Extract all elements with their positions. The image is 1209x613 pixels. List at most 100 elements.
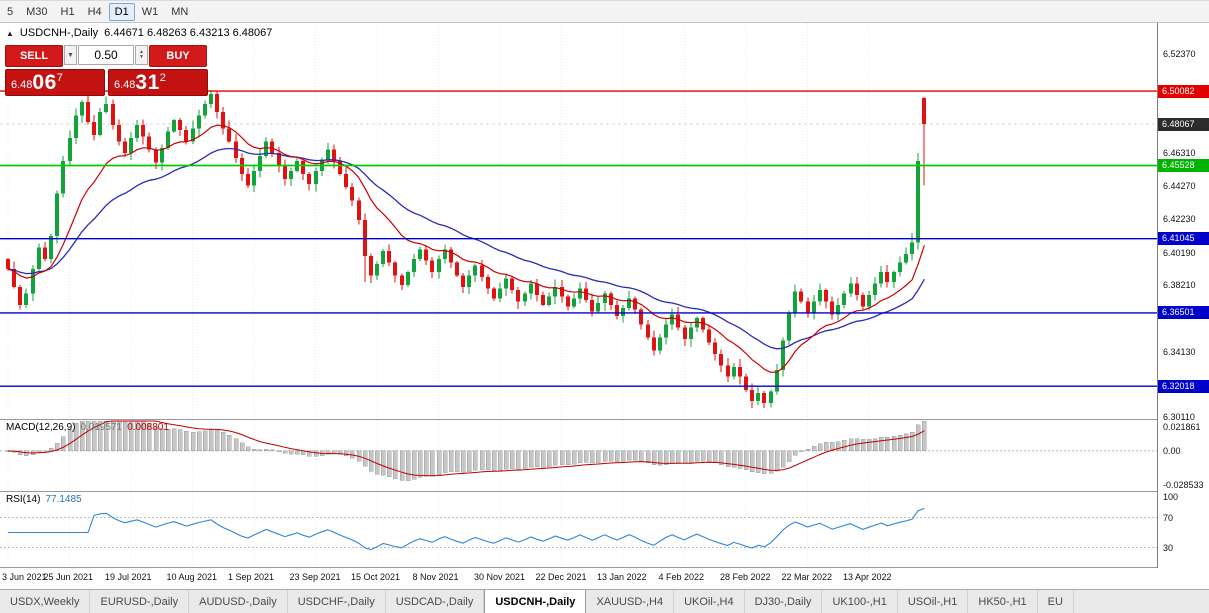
date-axis-label: 22 Dec 2021 bbox=[535, 572, 587, 582]
axis-price-label: 6.30110 bbox=[1163, 412, 1195, 423]
date-axis-label: 3 Jun 2021 bbox=[2, 572, 47, 582]
tab-usoil-h1[interactable]: USOil-,H1 bbox=[898, 590, 969, 613]
tab-hk50-h1[interactable]: HK50-,H1 bbox=[968, 590, 1038, 613]
timeframe-button-d1[interactable]: D1 bbox=[108, 2, 135, 21]
date-axis-label: 22 Mar 2022 bbox=[781, 572, 833, 582]
volume-dropdown-button[interactable]: ▼ bbox=[64, 45, 77, 65]
axis-price-label: 6.38210 bbox=[1163, 280, 1196, 291]
rsi-name: RSI(14) bbox=[6, 494, 41, 505]
timeframe-button-mn[interactable]: MN bbox=[171, 5, 189, 18]
date-axis-label: 19 Jul 2021 bbox=[105, 572, 152, 582]
macd-chart-canvas[interactable] bbox=[0, 420, 1157, 491]
buy-price-prefix: 6.48 bbox=[114, 79, 136, 91]
panel-separator bbox=[0, 419, 1209, 420]
price-axis: 6.52370 6.50082 6.48067 6.46310 6.45528 6.442… bbox=[1157, 23, 1209, 568]
candlestick-chart-canvas[interactable] bbox=[0, 23, 1157, 419]
buy-price-point: 2 bbox=[159, 72, 166, 84]
rsi-axis-label: 70 bbox=[1163, 512, 1174, 523]
sell-price-pips: 06 bbox=[32, 71, 57, 94]
arrow-down-icon: ▼ bbox=[139, 54, 144, 60]
tab-usdchf-daily[interactable]: USDCHF-,Daily bbox=[288, 590, 386, 613]
rsi-panel[interactable]: RSI(14) 77.1485 bbox=[0, 492, 1157, 567]
timeframe-button-m30[interactable]: M30 bbox=[26, 5, 48, 18]
date-axis-label: 25 Jun 2021 bbox=[43, 572, 94, 582]
macd-axis-label: -0.028533 bbox=[1163, 480, 1204, 490]
chart-stack: ▲ USDCNH-,Daily 6.44671 6.48263 6.43213 … bbox=[0, 23, 1209, 568]
date-axis-label: 30 Nov 2021 bbox=[474, 572, 526, 582]
tab-dj30-daily[interactable]: DJ30-,Daily bbox=[745, 590, 823, 613]
fast-ma-line bbox=[7, 124, 925, 373]
macd-signal-line bbox=[7, 420, 925, 477]
panel-separator bbox=[0, 491, 1209, 492]
tab-eurusd-daily[interactable]: EURUSD-,Daily bbox=[90, 590, 190, 613]
chart-ohlc-values: 6.44671 6.48263 6.43213 6.48067 bbox=[104, 27, 273, 39]
one-click-collapse-icon[interactable]: ▲ bbox=[6, 28, 14, 38]
buy-price-pips: 31 bbox=[135, 71, 160, 94]
arrow-up-icon: ▲ bbox=[139, 49, 144, 55]
date-axis-label: 10 Aug 2021 bbox=[166, 572, 218, 582]
sell-price-display[interactable]: 6.48 06 7 bbox=[5, 69, 105, 96]
sell-price-prefix: 6.48 bbox=[11, 79, 33, 91]
tab-ukoil-h4[interactable]: UKOil-,H4 bbox=[674, 590, 745, 613]
rsi-chart-canvas[interactable] bbox=[0, 492, 1157, 567]
macd-label: MACD(12,26,9) 0.019571 0.008801 bbox=[6, 422, 169, 433]
rsi-value: 77.1485 bbox=[45, 494, 82, 505]
level-price-label: 6.45528 bbox=[1158, 158, 1209, 172]
tab-uk100-h1[interactable]: UK100-,H1 bbox=[822, 590, 898, 613]
macd-panel[interactable]: MACD(12,26,9) 0.019571 0.008801 bbox=[0, 420, 1157, 491]
rsi-label: RSI(14) 77.1485 bbox=[6, 494, 82, 505]
tab-audusd-daily[interactable]: AUDUSD-,Daily bbox=[189, 590, 288, 613]
timeframe-button-h1[interactable]: H1 bbox=[60, 5, 75, 18]
timeframe-button-w1[interactable]: W1 bbox=[141, 5, 159, 18]
chart-header: ▲ USDCNH-,Daily 6.44671 6.48263 6.43213 … bbox=[6, 27, 272, 39]
rsi-axis-label: 30 bbox=[1163, 542, 1174, 553]
date-axis-label: 23 Sep 2021 bbox=[289, 572, 341, 582]
candles-group bbox=[6, 90, 926, 409]
axis-price-label: 6.40190 bbox=[1163, 247, 1196, 258]
timeframe-button-5[interactable]: 5 bbox=[7, 5, 14, 18]
timeframe-button-h4[interactable]: H4 bbox=[87, 5, 102, 18]
axis-price-label: 6.34130 bbox=[1163, 346, 1196, 357]
date-axis-label: 15 Oct 2021 bbox=[351, 572, 401, 582]
tab-eu[interactable]: EU bbox=[1038, 590, 1074, 613]
macd-main-value: 0.019571 bbox=[80, 422, 123, 433]
rsi-axis-label: 100 bbox=[1163, 492, 1179, 502]
date-axis-label: 13 Jan 2022 bbox=[597, 572, 647, 582]
buy-price-display[interactable]: 6.48 31 2 bbox=[108, 69, 208, 96]
sell-price-point: 7 bbox=[56, 72, 63, 84]
level-price-label: 6.32018 bbox=[1158, 379, 1209, 393]
macd-axis-label: 0.021861 bbox=[1163, 422, 1201, 432]
date-axis: 3 Jun 2021 25 Jun 2021 19 Jul 2021 10 Aug 2… bbox=[0, 568, 1209, 589]
macd-name: MACD(12,26,9) bbox=[6, 422, 76, 433]
date-axis-label: 8 Nov 2021 bbox=[412, 572, 459, 582]
rsi-line bbox=[8, 507, 925, 551]
macd-axis-label: 0.00 bbox=[1163, 445, 1181, 456]
level-price-label: 6.41045 bbox=[1158, 232, 1209, 246]
level-price-label: 6.36501 bbox=[1158, 306, 1209, 320]
volume-stepper[interactable]: ▲ ▼ bbox=[135, 45, 148, 65]
axis-price-label: 6.46310 bbox=[1163, 147, 1196, 158]
current-price-label: 6.48067 bbox=[1158, 117, 1209, 131]
axis-price-label: 6.44270 bbox=[1163, 181, 1196, 192]
sell-button[interactable]: SELL bbox=[5, 45, 63, 67]
chart-symbol-title: USDCNH-,Daily bbox=[19, 27, 99, 39]
tab-usdcad-daily[interactable]: USDCAD-,Daily bbox=[386, 590, 485, 613]
price-chart-panel[interactable]: ▲ USDCNH-,Daily 6.44671 6.48263 6.43213 … bbox=[0, 23, 1157, 419]
axis-price-label: 6.52370 bbox=[1163, 48, 1196, 59]
chevron-down-icon: ▼ bbox=[67, 51, 74, 59]
panel-separator bbox=[0, 567, 1209, 568]
slow-ma-line bbox=[7, 147, 925, 350]
tab-xauusd-h4[interactable]: XAUUSD-,H4 bbox=[586, 590, 675, 613]
timeframe-toolbar: 5 M30 H1 H4 D1 W1 MN bbox=[0, 1, 1209, 23]
volume-input[interactable] bbox=[78, 45, 134, 65]
date-axis-label: 4 Feb 2022 bbox=[658, 572, 705, 582]
tab-usdcnh-daily[interactable]: USDCNH-,Daily bbox=[484, 590, 587, 613]
tab-usdx-weekly[interactable]: USDX,Weekly bbox=[0, 590, 91, 613]
chart-tabs-bar: USDX,Weekly EURUSD-,Daily AUDUSD-,Daily USD… bbox=[0, 589, 1209, 613]
buy-button[interactable]: BUY bbox=[149, 45, 207, 67]
date-axis-label: 1 Sep 2021 bbox=[228, 572, 275, 582]
date-axis-label: 13 Apr 2022 bbox=[843, 572, 892, 582]
level-price-label: 6.50082 bbox=[1158, 84, 1209, 98]
axis-price-label: 6.42230 bbox=[1163, 214, 1196, 225]
